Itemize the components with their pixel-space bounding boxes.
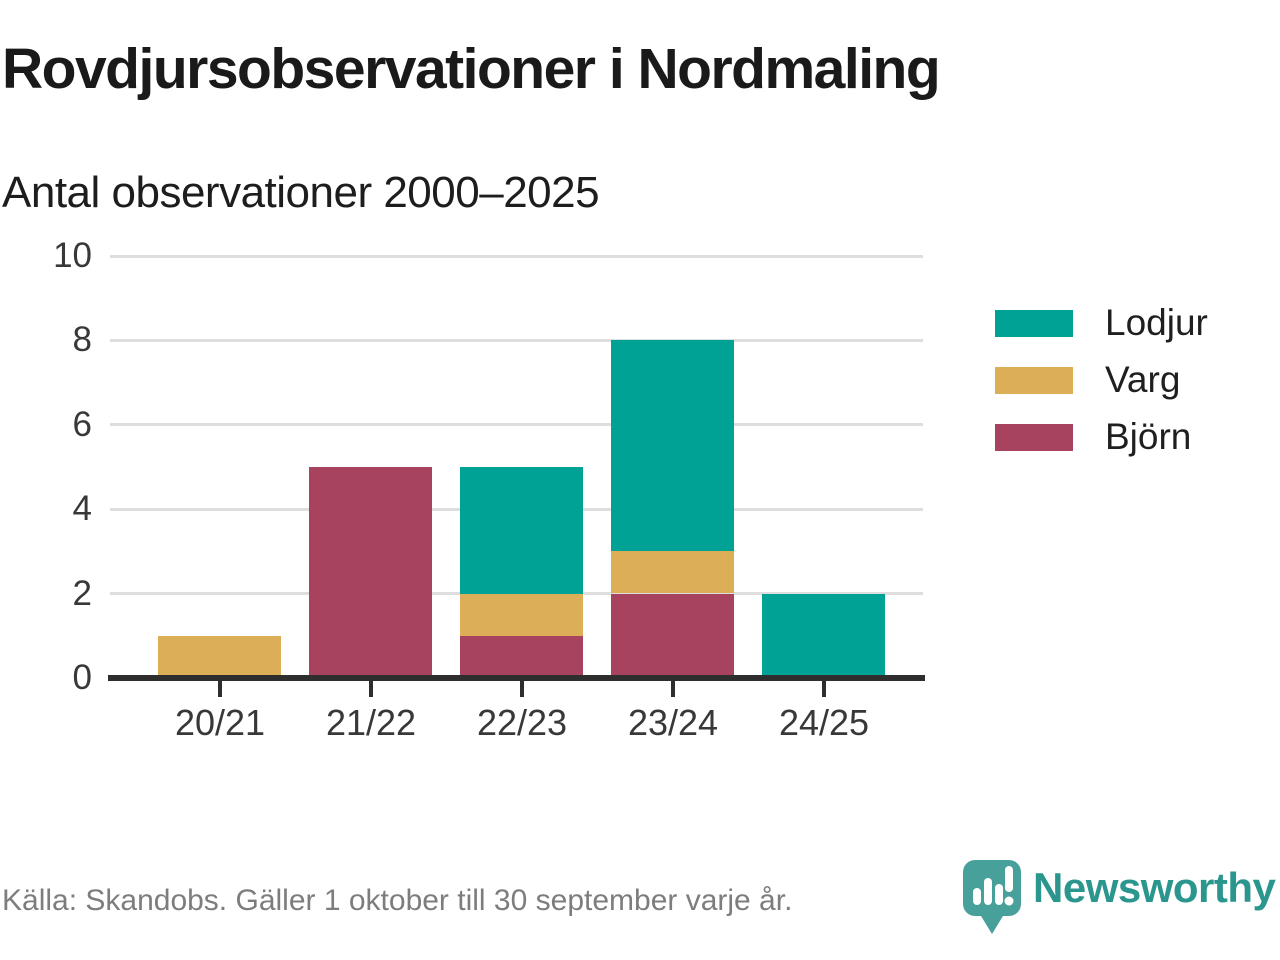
legend-label: Lodjur [1105,302,1208,343]
bar-segment-24-25-lodjur [762,594,885,678]
legend-label: Björn [1105,416,1192,457]
x-axis-tick [671,681,675,697]
legend-label: Varg [1105,359,1181,400]
x-axis-line [108,675,925,681]
legend: Lodjur Varg Björn [995,301,1208,472]
legend-swatch-björn [995,423,1073,451]
x-axis-label: 24/25 [778,702,870,743]
y-axis-label: 8 [72,320,92,359]
bar-segment-23-24-varg [611,551,734,593]
gridline-y8 [110,339,923,342]
x-axis-tick [520,681,524,697]
y-axis-label: 0 [72,658,92,697]
legend-item-varg: Varg [995,358,1208,402]
y-axis-label: 4 [72,489,92,528]
newsworthy-logo: Newsworthy [961,858,1276,938]
bar-segment-22-23-lodjur [460,467,583,594]
bar-segment-23-24-björn [611,594,734,678]
x-axis-tick [218,681,222,697]
bar-segment-20-21-varg [158,636,281,678]
source-note: Källa: Skandobs. Gäller 1 oktober till 3… [2,884,793,917]
legend-item-lodjur: Lodjur [995,301,1208,345]
x-axis-tick [822,681,826,697]
y-axis-label: 2 [72,574,92,613]
legend-swatch-lodjur [995,309,1073,337]
y-axis-label: 6 [72,405,92,444]
newsworthy-logo-icon [963,860,1021,934]
x-axis-label: 20/21 [174,702,266,743]
gridline-y6 [110,423,923,426]
legend-swatch-varg [995,366,1073,394]
y-axis-label: 10 [53,236,92,275]
newsworthy-logo-text: Newsworthy [1033,864,1276,911]
legend-item-björn: Björn [995,415,1208,459]
x-axis-label: 23/24 [627,702,719,743]
bar-segment-22-23-varg [460,594,583,636]
bar-segment-22-23-björn [460,636,583,678]
x-axis-label: 21/22 [325,702,417,743]
bar-segment-23-24-lodjur [611,340,734,551]
bar-segment-21-22-björn [309,467,432,678]
chart-title: Rovdjursobservationer i Nordmaling [2,37,941,101]
x-axis-tick [369,681,373,697]
x-axis-label: 22/23 [476,702,568,743]
gridline-y10 [110,255,923,258]
chart-subtitle: Antal observationer 2000–2025 [2,168,600,217]
